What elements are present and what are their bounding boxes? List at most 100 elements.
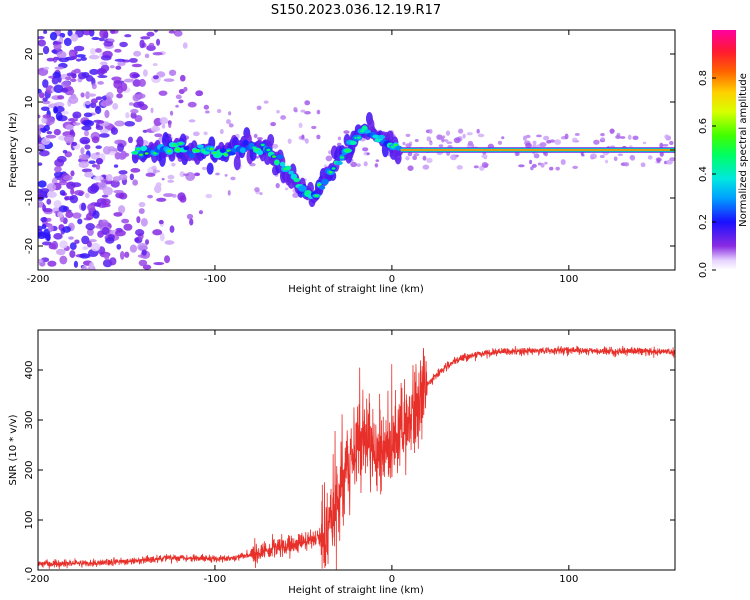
spectrogram-trace-highlight <box>272 155 277 158</box>
spectrogram-noise-blob <box>114 120 125 127</box>
spectrogram-noise-blob <box>132 79 141 87</box>
spectrogram-noise-blob <box>56 50 67 59</box>
spectrogram-faint-blob <box>422 164 430 170</box>
spectrogram-noise-blob <box>164 240 175 245</box>
spectrogram-faint-blob <box>311 125 317 130</box>
spectrogram-trace-core <box>297 185 307 192</box>
spectrogram-noise-blob <box>120 82 128 92</box>
spectrogram-noise-blob <box>118 152 126 160</box>
colorbar-tick-label: 0.2 <box>698 214 709 230</box>
colorbar-tick-label: 0.0 <box>698 262 709 278</box>
spectrogram-noise-blob <box>85 223 95 231</box>
spectrogram-noise-blob <box>169 225 175 233</box>
spectrogram-faint-blob <box>374 163 379 168</box>
spectrogram-faint-blob <box>301 134 305 140</box>
spectrogram-trace-core <box>183 146 190 151</box>
spectrogram-noise-blob <box>129 173 135 181</box>
spectrogram-noise-blob <box>38 150 50 157</box>
spectrogram-noise-blob <box>42 208 53 213</box>
spectrogram-noise-blob <box>142 69 148 77</box>
spectrogram-noise-blob <box>103 41 114 47</box>
spectrogram-noise-blob <box>69 194 79 204</box>
spectrogram-noise-blob <box>41 241 53 246</box>
spectrogram-faint-blob <box>227 190 231 196</box>
snr-y-tick-label: 100 <box>24 510 35 529</box>
spectrogram-faint-blob <box>337 136 342 141</box>
spectrogram-noise-blob <box>178 88 185 95</box>
spectrogram-noise-blob <box>59 240 68 249</box>
spectrogram-noise-blob <box>46 57 55 62</box>
spectrogram-faint-blob <box>336 142 342 147</box>
spectrogram-noise-blob <box>158 90 168 96</box>
spectrogram-noise-blob <box>144 53 150 59</box>
spectrogram-trace-core <box>372 134 380 139</box>
spectrogram-trace-highlight <box>331 167 336 170</box>
spectrogram-faint-blob <box>664 134 669 140</box>
spectrogram-noise-blob <box>118 174 128 181</box>
spectrogram-noise-blob <box>198 210 204 215</box>
spectrogram-noise-blob <box>86 228 94 237</box>
spectrogram-noise-blob <box>125 112 130 119</box>
spectrogram-noise-blob <box>78 161 90 169</box>
snr-plot-area <box>38 345 675 570</box>
spectrogram-faint-blob <box>276 110 280 114</box>
spectrogram-noise-blob <box>89 68 99 75</box>
spectrogram-faint-blob <box>253 133 258 139</box>
spectrogram-trace-core <box>256 149 264 156</box>
spectrogram-noise-blob <box>40 106 50 111</box>
spectrogram-faint-blob <box>462 133 466 139</box>
spectrogram-noise-blob <box>148 42 155 47</box>
spectrogram-faint-blob <box>154 170 161 173</box>
spectrogram-trace-core <box>321 178 329 185</box>
spectrogram-faint-blob <box>171 193 177 198</box>
spectrogram-noise-blob <box>46 198 52 205</box>
spectrogram-noise-blob <box>89 47 97 55</box>
spectrogram-noise-blob <box>68 95 79 104</box>
spectrogram-noise-blob <box>57 95 65 100</box>
spectrogram-trace-envelope <box>206 162 214 175</box>
spectrogram-noise-blob <box>114 139 125 145</box>
spectrogram-noise-blob <box>123 78 135 83</box>
spectrogram-noise-blob <box>145 172 156 177</box>
spectrogram-noise-blob <box>110 179 120 188</box>
spectrogram-noise-blob <box>42 97 48 102</box>
spectrogram-noise-blob <box>168 30 176 34</box>
spectrogram-faint-blob <box>466 132 473 136</box>
spectrogram-faint-blob <box>481 162 489 168</box>
spectrogram-faint-blob <box>256 105 262 110</box>
spectrogram-x-tick-label: 100 <box>559 274 578 285</box>
spectrogram-noise-blob <box>118 170 128 175</box>
spectrogram-faint-blob <box>446 141 453 145</box>
spectrogram-faint-blob <box>171 162 176 167</box>
spectrogram-faint-blob <box>532 142 536 148</box>
spectrogram-faint-blob <box>300 109 306 113</box>
spectrogram-noise-blob <box>38 225 44 231</box>
spectrogram-faint-blob <box>436 134 443 140</box>
spectrogram-noise-blob <box>82 246 89 251</box>
spectrogram-noise-blob <box>53 107 59 114</box>
spectrogram-noise-blob <box>91 83 97 90</box>
spectrogram-noise-blob <box>41 117 47 124</box>
spectrogram-noise-blob <box>158 219 164 225</box>
spectrogram-noise-blob <box>151 165 157 171</box>
spectrogram-faint-blob <box>529 159 533 165</box>
spectrogram-noise-blob <box>38 134 41 141</box>
spectrogram-noise-blob <box>72 212 82 219</box>
spectrogram-faint-blob <box>669 140 674 146</box>
spectrogram-noise-blob <box>95 96 103 101</box>
spectrogram-noise-blob <box>54 166 62 173</box>
spectrogram-noise-blob <box>67 30 73 37</box>
spectrogram-noise-blob <box>53 200 62 208</box>
spectrogram-noise-blob <box>56 155 67 163</box>
spectrogram-faint-blob <box>656 158 661 163</box>
spectrogram-noise-blob <box>182 42 188 49</box>
spectrogram-noise-blob <box>77 218 83 225</box>
spectrogram-noise-blob <box>159 117 168 125</box>
spectrogram-faint-blob <box>593 139 600 145</box>
spectrogram-faint-blob <box>407 165 414 171</box>
spectrogram-faint-blob <box>632 135 639 140</box>
spectrogram-noise-blob <box>152 75 159 80</box>
spectrogram-trace-core <box>319 184 326 190</box>
spectrogram-faint-blob <box>429 141 433 145</box>
